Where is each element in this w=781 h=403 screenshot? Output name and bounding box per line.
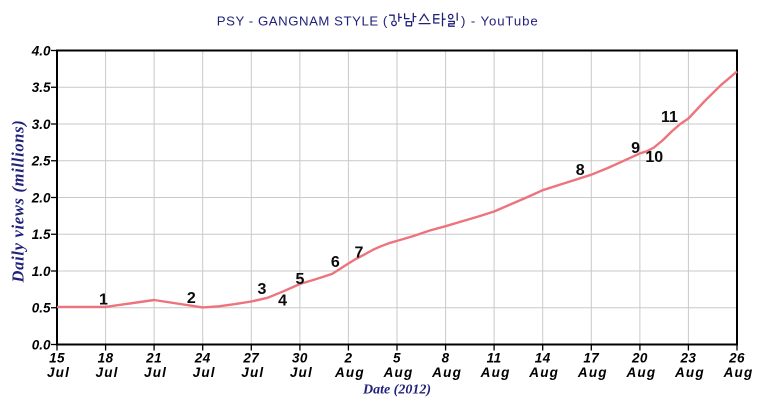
svg-text:Jul: Jul <box>193 365 216 380</box>
svg-text:18: 18 <box>98 351 114 366</box>
svg-text:23: 23 <box>679 351 696 366</box>
svg-text:1.5: 1.5 <box>32 227 51 242</box>
svg-text:20: 20 <box>631 351 648 366</box>
svg-text:1: 1 <box>99 291 108 308</box>
svg-text:3.5: 3.5 <box>32 80 51 95</box>
svg-text:Jul: Jul <box>144 365 167 380</box>
svg-text:5: 5 <box>393 351 401 366</box>
svg-text:26: 26 <box>728 351 745 366</box>
svg-text:Aug: Aug <box>723 365 754 380</box>
svg-text:8: 8 <box>576 162 585 179</box>
svg-text:Aug: Aug <box>674 365 705 380</box>
svg-text:Aug: Aug <box>577 365 608 380</box>
svg-text:PSY - GANGNAM STYLE (: PSY - GANGNAM STYLE ( <box>217 14 388 29</box>
svg-text:10: 10 <box>645 149 663 166</box>
svg-text:6: 6 <box>331 254 340 271</box>
svg-text:Aug: Aug <box>334 365 365 380</box>
svg-text:) - YouTube: ) - YouTube <box>461 14 539 29</box>
svg-text:5: 5 <box>296 271 305 288</box>
svg-text:14: 14 <box>535 351 551 366</box>
svg-text:15: 15 <box>49 351 65 366</box>
svg-text:Aug: Aug <box>480 365 511 380</box>
svg-text:Jul: Jul <box>241 365 264 380</box>
svg-text:8: 8 <box>442 351 450 366</box>
svg-text:Jul: Jul <box>96 365 119 380</box>
svg-text:2: 2 <box>343 351 352 366</box>
svg-text:0.5: 0.5 <box>32 301 51 316</box>
svg-text:11: 11 <box>487 351 502 366</box>
svg-text:4: 4 <box>278 293 287 310</box>
svg-text:0.0: 0.0 <box>32 337 51 352</box>
svg-text:Aug: Aug <box>528 365 559 380</box>
svg-text:Jul: Jul <box>47 365 70 380</box>
svg-text:4.0: 4.0 <box>31 43 51 58</box>
svg-text:27: 27 <box>242 351 260 366</box>
svg-text:7: 7 <box>354 245 363 262</box>
svg-text:21: 21 <box>145 351 162 366</box>
svg-text:2: 2 <box>187 290 196 307</box>
svg-text:1.0: 1.0 <box>32 264 51 279</box>
svg-text:Aug: Aug <box>431 365 462 380</box>
svg-text:11: 11 <box>661 109 678 126</box>
svg-text:Aug: Aug <box>625 365 656 380</box>
svg-text:30: 30 <box>292 351 308 366</box>
svg-text:3: 3 <box>257 281 266 298</box>
svg-text:3.0: 3.0 <box>32 117 51 132</box>
svg-text:17: 17 <box>583 351 600 366</box>
svg-text:Jul: Jul <box>290 365 313 380</box>
svg-text:24: 24 <box>194 351 211 366</box>
svg-text:Daily views (millions): Daily views (millions) <box>9 120 28 284</box>
svg-text:2.0: 2.0 <box>31 190 51 205</box>
svg-text:9: 9 <box>631 140 640 157</box>
svg-text:2.5: 2.5 <box>31 154 51 169</box>
svg-text:Date (2012): Date (2012) <box>362 383 431 398</box>
svg-text:Aug: Aug <box>383 365 414 380</box>
